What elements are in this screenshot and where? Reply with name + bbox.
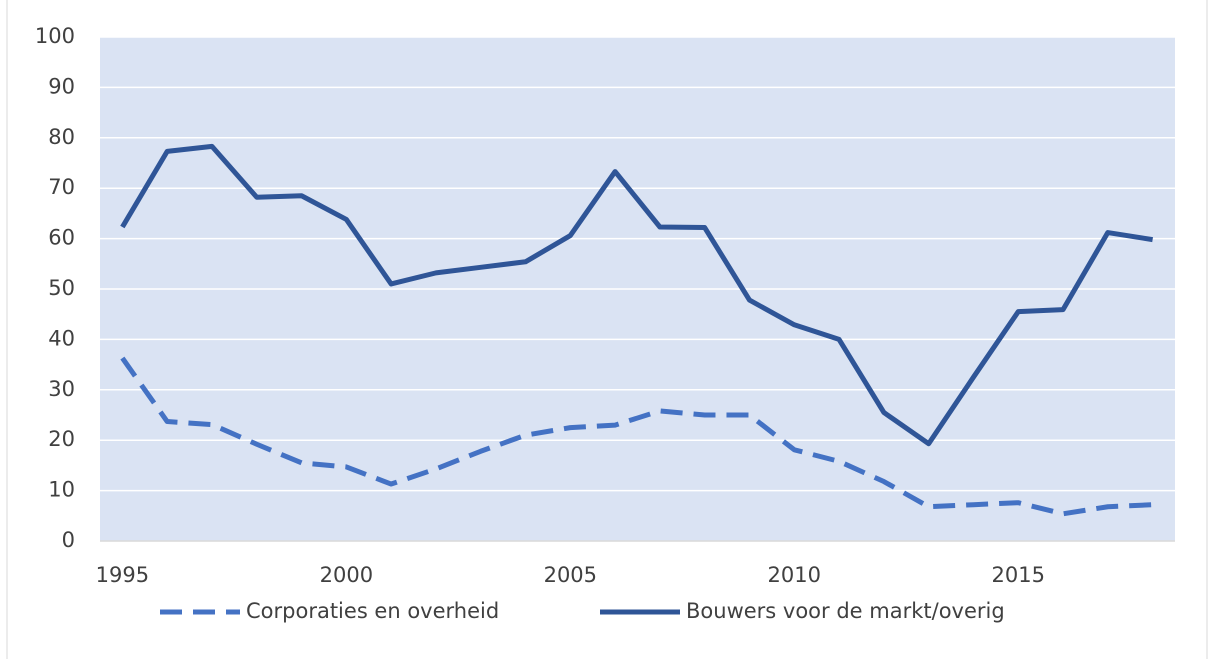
x-tick-label: 2000 — [320, 563, 373, 587]
y-tick-label: 40 — [48, 326, 75, 350]
series-line — [120, 143, 1153, 447]
x-tick-label: 2010 — [768, 563, 821, 587]
y-tick-label: 10 — [48, 478, 75, 502]
legend-label: Bouwers voor de markt/overig — [686, 599, 1005, 623]
series-line — [120, 356, 1153, 517]
y-tick-label: 20 — [48, 427, 75, 451]
y-tick-label: 30 — [48, 377, 75, 401]
x-tick-label: 2015 — [992, 563, 1045, 587]
y-tick-label: 80 — [48, 125, 75, 149]
y-tick-label: 70 — [48, 175, 75, 199]
legend-label: Corporaties en overheid — [246, 599, 499, 623]
x-tick-label: 1995 — [96, 563, 149, 587]
y-tick-label: 90 — [48, 74, 75, 98]
y-tick-label: 0 — [62, 528, 75, 552]
x-tick-label: 2005 — [544, 563, 597, 587]
y-tick-label: 100 — [35, 24, 75, 48]
y-tick-label: 60 — [48, 226, 75, 250]
y-tick-label: 50 — [48, 276, 75, 300]
